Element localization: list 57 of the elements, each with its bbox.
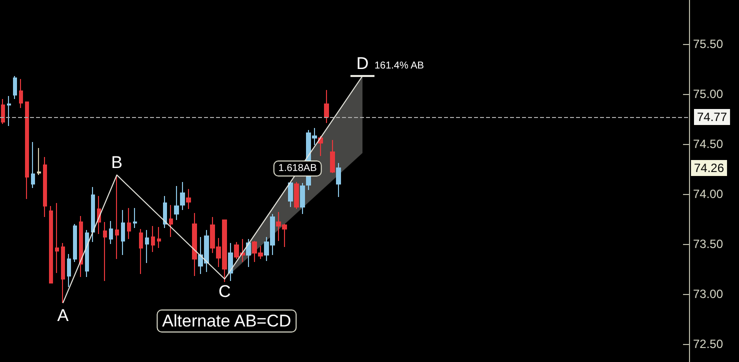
data-label: B — [111, 153, 122, 172]
ref-line-label: 74.77 — [697, 110, 728, 124]
y-tick-label: 75.00 — [693, 87, 724, 101]
data-label: A — [57, 306, 70, 325]
candlestick — [79, 216, 83, 278]
candlestick — [288, 182, 293, 208]
candlestick — [67, 254, 71, 288]
candlestick — [109, 220, 113, 244]
candlestick — [174, 186, 179, 220]
candlestick — [246, 238, 251, 268]
annotation: 74.26 — [694, 161, 724, 175]
candlestick — [163, 196, 167, 228]
candlestick — [85, 230, 89, 278]
candlestick — [19, 78, 23, 108]
candlestick — [186, 188, 191, 210]
candlestick — [115, 174, 119, 260]
candlestick — [139, 228, 143, 274]
candlestick — [121, 210, 125, 256]
annotation: 161.4% AB — [374, 60, 424, 72]
candlestick — [61, 242, 65, 304]
candlestick — [25, 102, 29, 200]
y-tick-label: 74.50 — [693, 137, 724, 151]
candlestick — [91, 186, 95, 242]
candlestick — [180, 182, 185, 210]
y-tick-label: 73.50 — [693, 237, 724, 251]
y-tick-label: 73.00 — [693, 287, 724, 301]
candlestick — [103, 222, 107, 282]
candlestick — [324, 90, 329, 124]
candlestick — [1, 98, 5, 124]
candlestick — [13, 76, 17, 100]
candlestick — [37, 148, 41, 176]
candlestick — [151, 226, 155, 252]
candlestick — [228, 242, 233, 282]
annotation: 1.618AB — [278, 163, 318, 174]
candlestick — [55, 202, 59, 274]
y-tick-label: 75.50 — [693, 37, 724, 51]
y-tick-label: 72.50 — [693, 337, 724, 351]
candlestick — [157, 226, 161, 248]
candlestick — [169, 204, 173, 238]
candlestick — [294, 182, 299, 210]
candlestick — [73, 224, 77, 262]
candlestick — [127, 208, 131, 240]
candlestick — [49, 206, 53, 284]
candlestick — [133, 208, 137, 228]
data-label: D — [356, 54, 369, 73]
candlestick — [192, 212, 197, 276]
data-label: C — [218, 282, 231, 301]
annotation: Alternate AB=CD — [162, 312, 292, 330]
candlestick — [318, 136, 323, 156]
candlestick — [145, 230, 149, 264]
candlestick — [43, 156, 47, 218]
candlestick — [330, 140, 335, 174]
y-tick-label: 74.00 — [693, 187, 724, 201]
candlestick — [31, 142, 35, 188]
candlestick — [7, 96, 11, 126]
candlestick — [300, 182, 305, 214]
candlestick — [336, 162, 341, 198]
